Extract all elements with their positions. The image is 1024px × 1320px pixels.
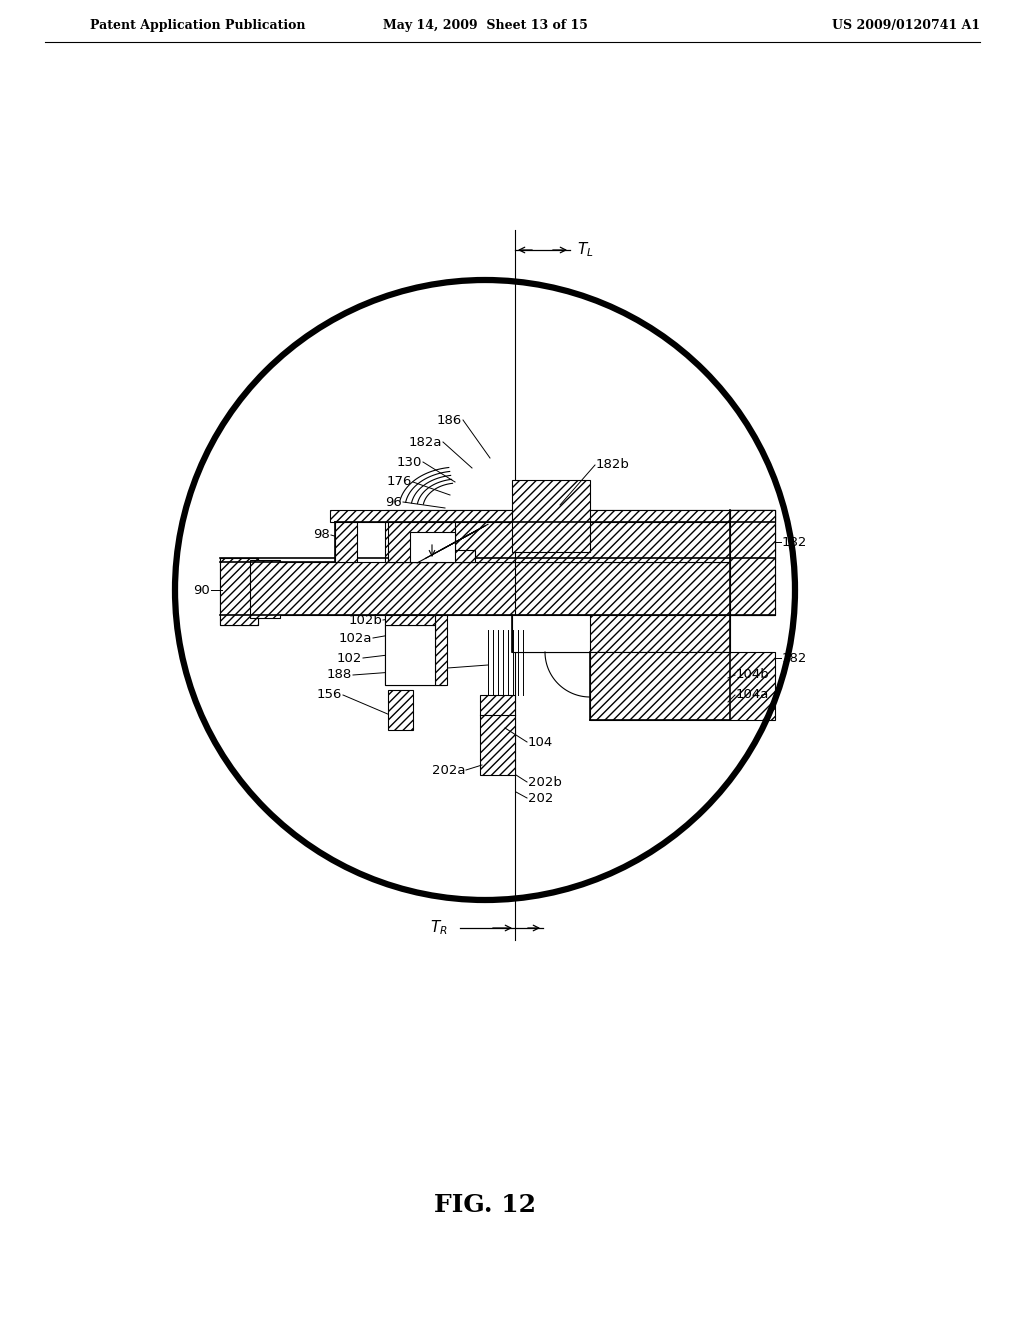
- Text: 182: 182: [782, 652, 807, 664]
- Bar: [512, 615, 590, 652]
- Bar: [388, 690, 413, 730]
- Text: FIG. 12: FIG. 12: [434, 1193, 536, 1217]
- Polygon shape: [220, 558, 258, 624]
- Bar: [512, 480, 590, 552]
- Text: 202b: 202b: [528, 776, 562, 788]
- Bar: [385, 624, 435, 685]
- Text: 102b: 102b: [348, 614, 382, 627]
- Text: 102: 102: [337, 652, 362, 664]
- Bar: [330, 510, 775, 521]
- Text: 188: 188: [327, 668, 352, 681]
- Text: 130: 130: [396, 455, 422, 469]
- Text: 98: 98: [313, 528, 330, 541]
- Text: $T_L$: $T_L$: [577, 240, 594, 259]
- Text: 104b: 104b: [736, 668, 770, 681]
- Text: 176: 176: [387, 475, 412, 488]
- Text: 156: 156: [316, 689, 342, 701]
- Bar: [385, 510, 775, 562]
- Text: 186: 186: [437, 413, 462, 426]
- Text: 96: 96: [385, 495, 402, 508]
- Bar: [730, 510, 775, 615]
- Text: 182b: 182b: [596, 458, 630, 471]
- Text: Patent Application Publication: Patent Application Publication: [90, 18, 305, 32]
- Bar: [730, 510, 775, 562]
- Bar: [410, 532, 455, 562]
- Bar: [590, 652, 775, 719]
- Text: 102a: 102a: [339, 631, 372, 644]
- Polygon shape: [388, 521, 475, 562]
- Bar: [385, 615, 435, 624]
- Bar: [480, 696, 515, 775]
- Text: 182: 182: [782, 536, 807, 549]
- Text: 104: 104: [528, 735, 553, 748]
- Text: 202a: 202a: [431, 763, 465, 776]
- Text: 182a: 182a: [409, 436, 442, 449]
- Bar: [512, 615, 730, 652]
- Text: $T_R$: $T_R$: [430, 919, 447, 937]
- Bar: [335, 521, 357, 562]
- Bar: [385, 615, 445, 685]
- Text: 90: 90: [194, 583, 210, 597]
- Text: May 14, 2009  Sheet 13 of 15: May 14, 2009 Sheet 13 of 15: [383, 18, 588, 32]
- Text: US 2009/0120741 A1: US 2009/0120741 A1: [831, 18, 980, 32]
- Text: 202: 202: [528, 792, 553, 804]
- Polygon shape: [220, 558, 775, 624]
- Bar: [435, 615, 447, 685]
- Text: 104a: 104a: [736, 689, 769, 701]
